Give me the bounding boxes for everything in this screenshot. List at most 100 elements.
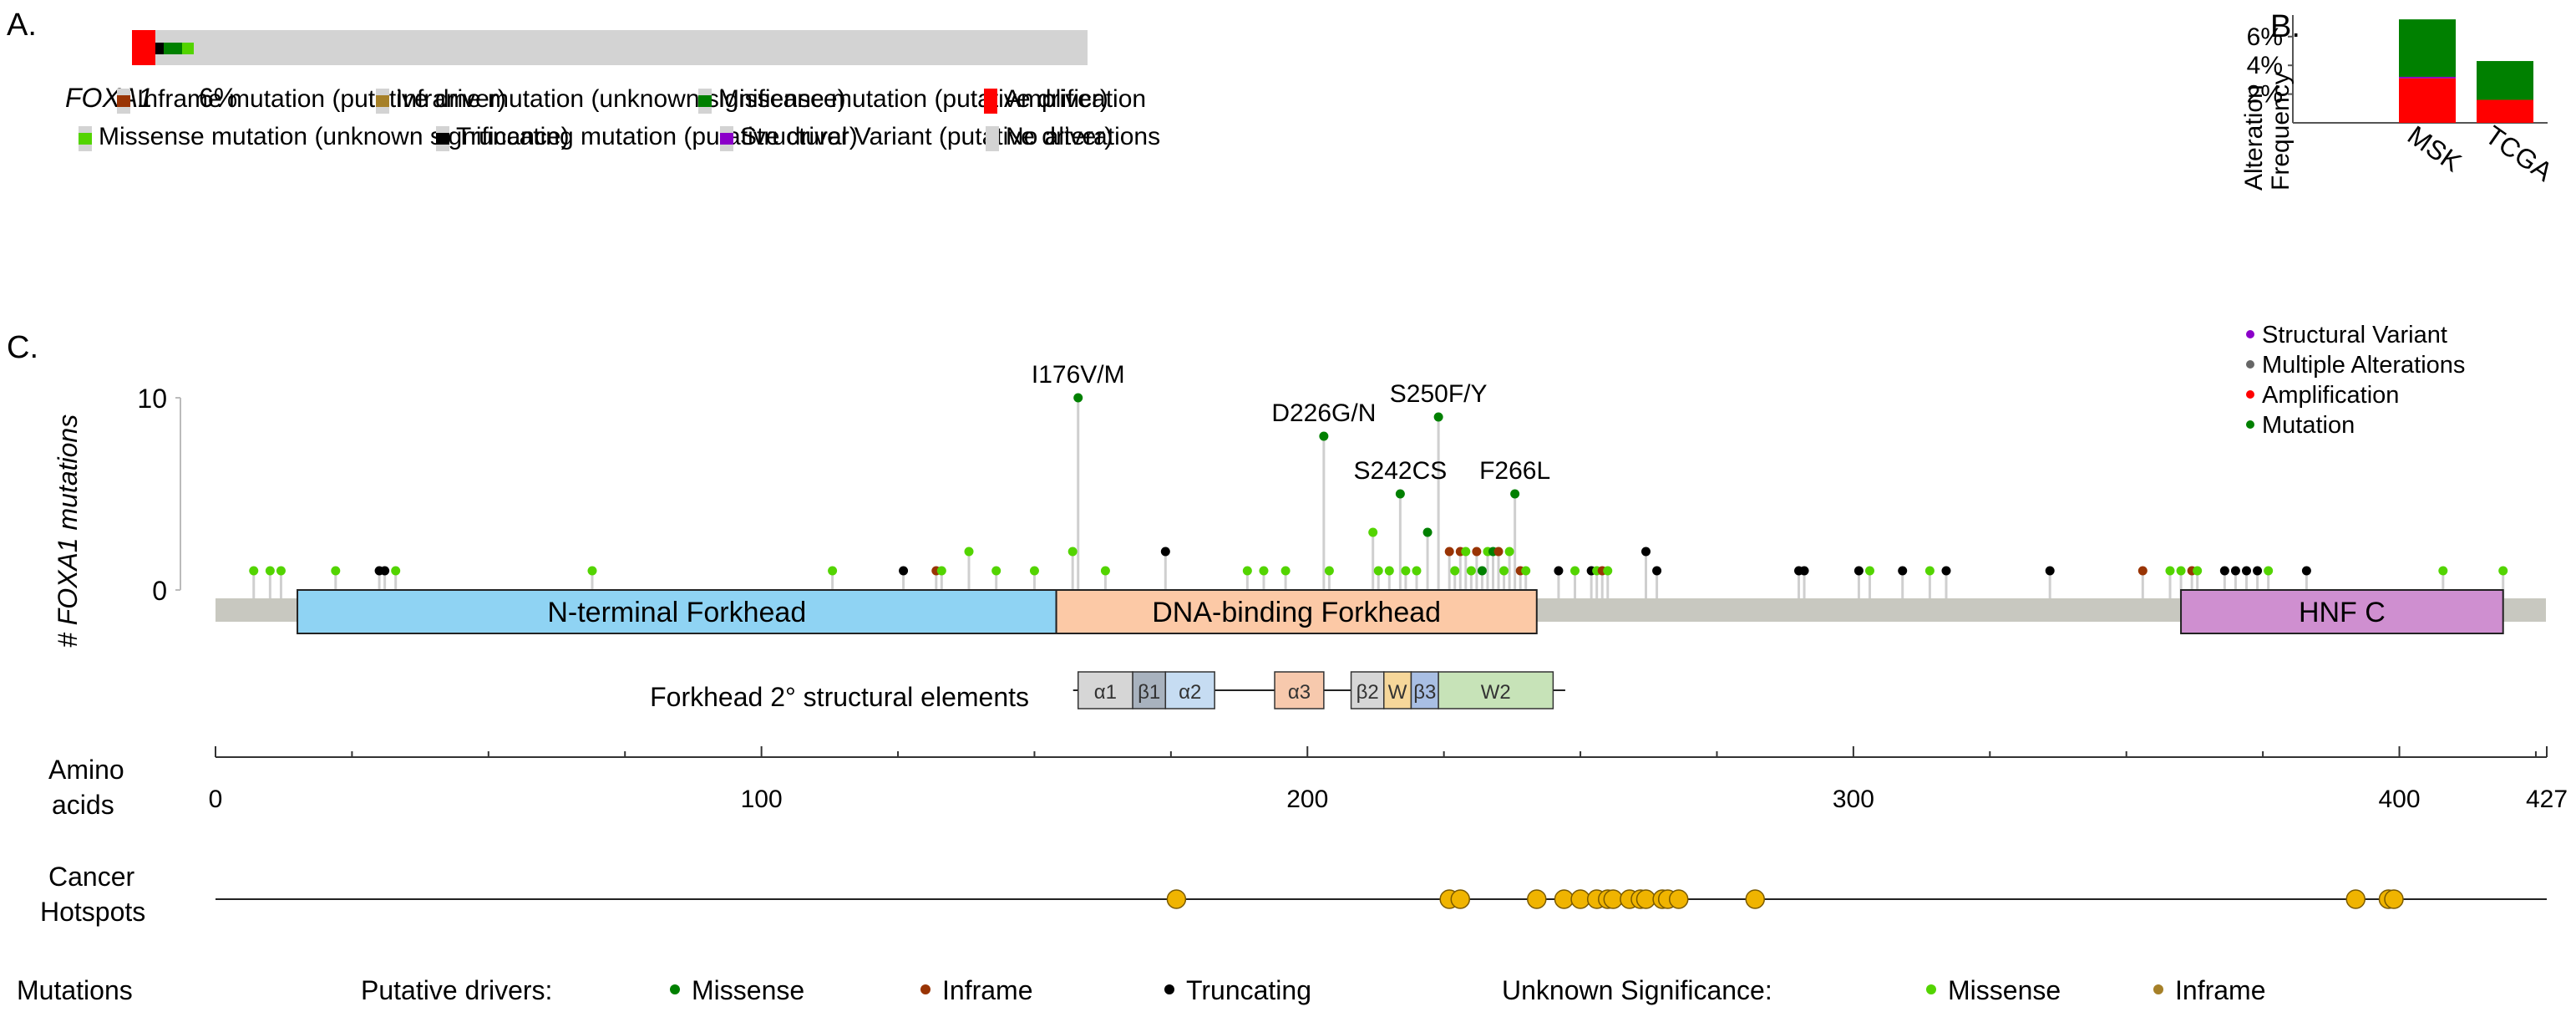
lollipop-head xyxy=(1461,547,1471,557)
legend-swatch-inframe_unknown xyxy=(376,95,389,107)
structural-label: Forkhead 2° structural elements xyxy=(650,682,1029,712)
lollipop-head xyxy=(1554,566,1564,576)
hotspot-marker xyxy=(1554,889,1575,909)
lollipop-head xyxy=(1280,566,1291,576)
lollipop-label: D226G/N xyxy=(1271,399,1376,427)
legend-swatch-missense_driver xyxy=(698,95,712,107)
lollipop-legend-label: Amplification xyxy=(2262,382,2399,409)
lollipop-head xyxy=(1493,547,1504,557)
lollipop-head xyxy=(2045,566,2055,576)
lollipop-head xyxy=(1450,566,1460,576)
legend-label: Missense mutation (unknown significance) xyxy=(99,123,570,150)
legend-label: Missense mutation (putative driver) xyxy=(718,85,1108,113)
lollipop-head xyxy=(1510,489,1520,499)
amino-axis-tick-label: 200 xyxy=(1286,786,1328,813)
lollipop-head xyxy=(265,566,275,576)
lollipop-head xyxy=(1864,566,1874,576)
lollipop-head xyxy=(1324,566,1334,576)
hotspot-marker xyxy=(1570,889,1590,909)
lollipop-head xyxy=(2176,566,2186,576)
lollipop-head xyxy=(1641,547,1651,557)
structural-element-label: W xyxy=(1388,681,1407,704)
lollipop-head xyxy=(2253,566,2263,576)
lollipop-head xyxy=(1466,566,1476,576)
domain-box xyxy=(2180,589,2504,634)
lollipop-head xyxy=(276,566,286,576)
unknown-label: Unknown Significance: xyxy=(1502,975,1772,1005)
bar-segment-msk-2 xyxy=(2399,19,2456,77)
bar-category-label: MSK xyxy=(2402,120,2467,177)
lollipop-label: S250F/Y xyxy=(1390,380,1488,408)
lollipop-head xyxy=(1100,566,1110,576)
lollipop-label: S242CS xyxy=(1354,457,1448,485)
domain-box xyxy=(297,589,1057,634)
lollipop-legend-dot xyxy=(2246,330,2254,338)
panel-label-c: C. xyxy=(7,330,38,365)
lollipop-head xyxy=(936,566,946,576)
amino-axis-tick-label: 0 xyxy=(209,786,223,813)
drivers-legend-label: Missense xyxy=(692,975,804,1005)
oncoprint-gene: FOXA1 xyxy=(65,83,153,113)
lollipop-head xyxy=(1799,566,1809,576)
lollipop-head xyxy=(1853,566,1864,576)
lollipop-head xyxy=(1412,566,1422,576)
structural-element xyxy=(1077,671,1133,709)
legend-label: Inframe mutation (unknown significance) xyxy=(396,85,846,113)
bar-segment-msk-0 xyxy=(2399,78,2456,123)
hotspot-marker xyxy=(1745,889,1765,909)
lollipop-label: F266L xyxy=(1479,457,1550,485)
lollipop-head xyxy=(2230,566,2240,576)
hotspot-marker xyxy=(1603,889,1624,909)
drivers-legend-dot xyxy=(670,984,680,994)
bar-segment-msk-1 xyxy=(2399,76,2456,79)
hotspots-label-2: Hotspots xyxy=(40,897,145,927)
oncoprint-missense-driver-block xyxy=(164,43,182,54)
lollipop-head xyxy=(1029,566,1039,576)
structural-element-label: W2 xyxy=(1481,681,1511,704)
lollipop-head xyxy=(2137,566,2148,576)
unknown-legend-dot xyxy=(2153,984,2163,994)
lollipop-legend-label: Mutation xyxy=(2262,412,2355,439)
lollipop-head xyxy=(828,566,838,576)
unknown-legend-label: Missense xyxy=(1948,975,2061,1005)
hotspot-marker xyxy=(1450,889,1471,909)
lollipop-head xyxy=(1384,566,1394,576)
legend-swatch-structural_variant xyxy=(720,133,733,145)
lollipop-head xyxy=(1401,566,1411,576)
structural-elements: Forkhead 2° structural elements α1 β1 α2 α3 β… xyxy=(650,671,1565,712)
bar-y-tick-label: 2% xyxy=(2247,81,2283,109)
domain-label: N-terminal Forkhead xyxy=(547,597,806,628)
lollipop-head xyxy=(1319,431,1329,441)
legend-label: Inframe mutation (putative driver) xyxy=(137,85,506,113)
structural-element xyxy=(1410,671,1439,709)
legend-swatch-no-alteration xyxy=(986,126,999,151)
lollipop-head xyxy=(587,566,597,576)
structural-element-label: α1 xyxy=(1094,681,1117,704)
panel-label-b: B. xyxy=(2270,9,2300,44)
lollipop-head xyxy=(1499,566,1509,576)
lollipop-head xyxy=(1073,393,1083,403)
lollipop-head xyxy=(380,566,390,576)
hotspot-marker xyxy=(2384,889,2404,909)
lollipop-head xyxy=(1395,489,1405,499)
lollipop-head xyxy=(899,566,909,576)
lollipop-head xyxy=(1422,527,1433,537)
panel-label-a: A. xyxy=(7,8,37,43)
bar-category-label: TCGA xyxy=(2480,120,2558,187)
bar-segment-tcga-0 xyxy=(2477,99,2533,123)
structural-element-label: α3 xyxy=(1288,681,1311,704)
legend-label: Truncating mutation (putative driver) xyxy=(456,123,858,150)
lollipop-head xyxy=(1472,547,1482,557)
lollipop-head xyxy=(331,566,341,576)
mutation-legend: Mutations Putative drivers: Missense Infram… xyxy=(17,975,2265,1005)
bar-y-tick-label: 6% xyxy=(2247,23,2283,51)
lollipop-head xyxy=(2165,566,2175,576)
domain-label: HNF C xyxy=(2299,597,2386,628)
lollipop-head xyxy=(1941,566,1951,576)
drivers-label: Putative drivers: xyxy=(361,975,552,1005)
lollipop-head xyxy=(2438,566,2448,576)
legend-label: No alterations xyxy=(1006,123,1160,150)
oncoprint-no-alteration-bar xyxy=(132,30,1088,65)
amino-acid-axis: Amino acids 0 100 200 300 400 427 xyxy=(48,746,2568,820)
